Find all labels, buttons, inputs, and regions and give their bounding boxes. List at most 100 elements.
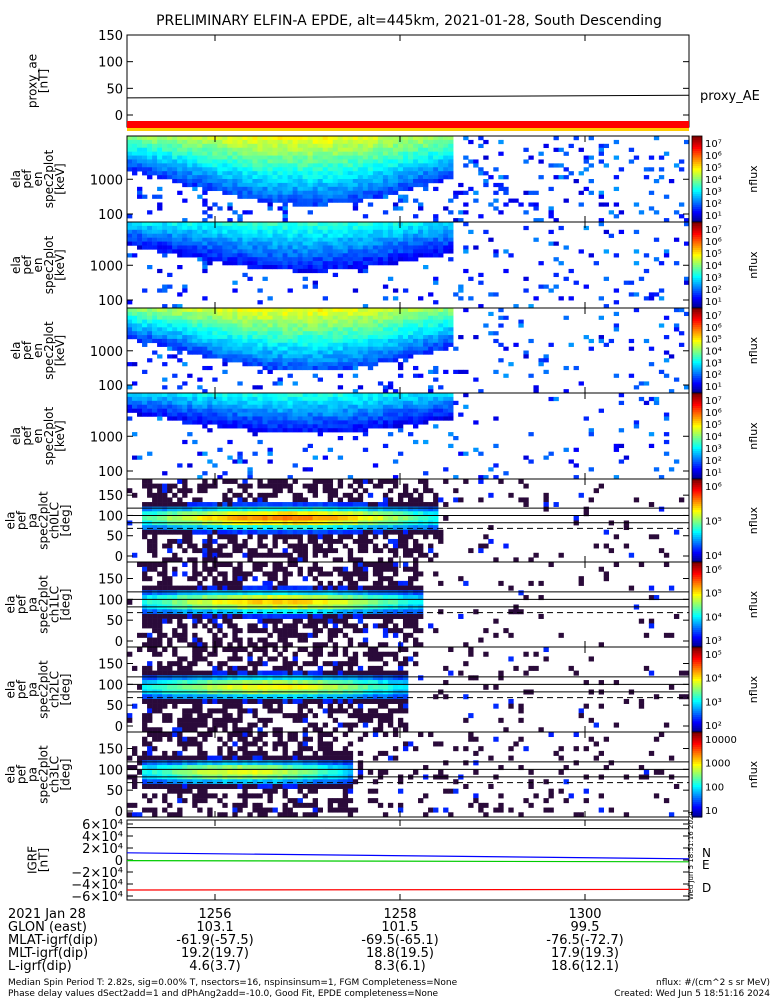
heatmap-cell [262,428,268,433]
heatmap-cell [177,412,183,417]
heatmap-cell [162,497,168,503]
heatmap-cell [277,362,283,367]
heatmap-cell [287,308,293,313]
heatmap-cell [197,377,203,382]
heatmap-cell [172,416,178,421]
heatmap-cell [307,319,313,324]
heatmap-cell [372,412,379,417]
heatmap-cell [483,139,489,145]
heatmap-cell [167,599,173,605]
heatmap-cell [172,354,178,359]
heatmap-cell [247,179,253,184]
heatmap-cell [448,136,454,141]
heatmap-cell [257,233,263,238]
heatmap-cell [242,552,248,558]
heatmap-cell [402,175,409,180]
heatmap-cell [337,373,344,378]
heatmap-cell [157,268,163,274]
heatmap-cell [202,311,208,317]
heatmap-cell [413,143,419,149]
heatmap-cell [162,155,168,160]
heatmap-cell [142,613,148,619]
heatmap-cell [277,479,283,484]
heatmap-cell [377,381,384,386]
y-tick-label: 50 [106,530,123,545]
heatmap-cell [352,229,359,235]
heatmap-cell [187,346,193,351]
heatmap-cell [357,350,364,355]
heatmap-cell [418,315,424,320]
y-axis-label: en [31,172,45,187]
heatmap-cell [177,151,183,156]
heatmap-cell [347,534,354,540]
heatmap-cell [402,335,409,340]
heatmap-cell [177,502,183,507]
heatmap-cell [413,396,419,402]
heatmap-cell [448,245,454,250]
heatmap-cell [232,288,238,293]
heatmap-cell [247,136,253,141]
heatmap-cell [372,319,379,324]
heatmap-cell [433,552,439,558]
heatmap-cell [317,179,323,184]
heatmap-cell [192,525,198,531]
heatmap-cell [332,171,339,176]
heatmap-cell [367,502,374,507]
heatmap-cell [152,237,158,242]
heatmap-cell [327,497,334,503]
heatmap-cell [392,288,399,293]
heatmap-cell [613,475,620,480]
heatmap-cell [262,424,268,429]
heatmap-cell [317,479,323,484]
heatmap-cell [352,202,359,207]
heatmap-cell [367,342,374,347]
heatmap-cell [352,308,359,313]
heatmap-cell [167,538,173,544]
heatmap-cell [322,331,329,336]
heatmap-cell [322,502,329,507]
heatmap-cell [267,198,273,203]
heatmap-cell [342,179,349,184]
heatmap-cell [162,385,168,390]
heatmap-cell [162,502,168,507]
heatmap-cell [277,315,283,320]
heatmap-cell [192,147,198,152]
heatmap-cell [272,331,278,336]
heatmap-cell [252,424,258,429]
colorbar-segment [692,395,702,398]
heatmap-cell [167,637,173,643]
heatmap-cell [387,222,394,227]
heatmap-cell [523,288,529,293]
heatmap-cell [192,155,198,160]
heatmap-cell [202,506,208,512]
heatmap-cell [297,151,303,156]
heatmap-cell [282,182,288,188]
heatmap-cell [272,525,278,531]
heatmap-cell [287,502,293,507]
heatmap-cell [397,167,404,172]
heatmap-cell [252,194,258,199]
heatmap-cell [162,315,168,320]
heatmap-cell [458,497,464,503]
heatmap-cell [217,229,223,235]
heatmap-cell [578,249,584,254]
heatmap-cell [337,511,344,517]
heatmap-cell [553,502,559,507]
heatmap-cell [352,136,359,141]
heatmap-cell [147,315,153,320]
heatmap-cell [187,335,193,340]
heatmap-cell [147,538,153,544]
heatmap-cell [162,253,168,258]
heatmap-cell [408,416,414,421]
heatmap-cell [372,229,379,235]
heatmap-cell [307,241,313,246]
heatmap-cell [658,506,665,512]
heatmap-cell [307,167,313,172]
heatmap-cell [182,538,188,544]
heatmap-cell [443,319,449,324]
heatmap-cell [402,543,409,549]
heatmap-cell [282,237,288,242]
heatmap-cell [132,147,138,152]
heatmap-cell [523,276,529,281]
